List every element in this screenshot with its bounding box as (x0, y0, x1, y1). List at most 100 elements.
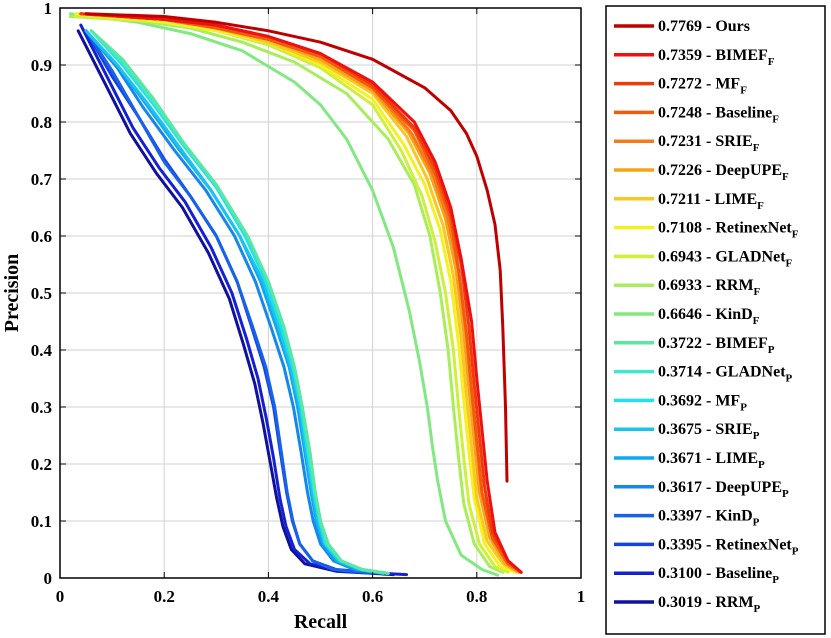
legend-subscript: F (786, 257, 793, 269)
legend-separator: - (702, 18, 715, 35)
legend-method-name: SRIE (715, 421, 752, 438)
legend-entry: 0.6646 - KinDF (658, 306, 760, 327)
y-tick-label: 0.6 (31, 227, 52, 246)
series-line-bimef-p (89, 29, 390, 575)
legend-entry: 0.7211 - LIMEF (658, 191, 764, 212)
legend-subscript: F (740, 85, 747, 97)
legend-score: 0.7108 (658, 220, 702, 237)
series-line-lime-f (79, 12, 520, 574)
legend-separator: - (702, 536, 715, 553)
legend-method-name: KinD (715, 508, 752, 525)
legend-score: 0.6943 (658, 248, 702, 265)
legend-separator: - (702, 479, 715, 496)
y-tick-label: 0.2 (31, 455, 52, 474)
legend-entry: 0.6943 - GLADNetF (658, 248, 793, 269)
legend-entry: 0.3671 - LIMEP (658, 450, 765, 471)
series-line-srie-p (84, 29, 390, 575)
legend-separator: - (702, 565, 715, 582)
legend-entry: 0.7226 - DeepUPEF (658, 162, 789, 183)
series-line-rrm-f (68, 15, 505, 574)
legend-entry: 0.3714 - GLADNetP (658, 364, 793, 385)
x-tick-label: 0.4 (258, 587, 280, 606)
legend-entry: 0.6933 - RRMF (658, 277, 761, 298)
legend-separator: - (702, 392, 715, 409)
legend-separator: - (702, 47, 715, 64)
legend-separator: - (702, 508, 715, 525)
series-line-baseline-p (79, 23, 408, 577)
legend-entry: 0.3722 - BIMEFP (658, 335, 775, 356)
legend-score: 0.3714 (658, 364, 702, 381)
legend-separator: - (702, 104, 715, 121)
legend: 0.7769 - Ours 0.7359 - BIMEF F 0.7272 - MF F… (605, 5, 826, 635)
legend-score: 0.7248 (658, 104, 702, 121)
x-tick-label: 0.8 (466, 587, 487, 606)
legend-score: 0.6933 (658, 277, 702, 294)
legend-method-name: DeepUPE (715, 479, 782, 496)
legend-entry: 0.3100 - BaselineP (658, 565, 779, 586)
legend-score: 0.7272 (658, 76, 702, 93)
legend-subscript: P (792, 545, 799, 557)
legend-subscript: P (753, 430, 760, 442)
y-tick-label: 0.7 (31, 170, 53, 189)
y-tick-label: 0.9 (31, 56, 52, 75)
legend-entry: 0.3692 - MFP (658, 392, 747, 413)
legend-score: 0.3100 (658, 565, 702, 582)
legend-method-name: Baseline (715, 104, 772, 121)
legend-score: 0.3692 (658, 392, 702, 409)
series-line-ours-ours (84, 12, 509, 483)
legend-score: 0.3675 (658, 421, 702, 438)
legend-entry: 0.3617 - DeepUPEP (658, 479, 789, 500)
legend-subscript: F (782, 171, 789, 183)
legend-method-name: KinD (715, 306, 752, 323)
legend-subscript: F (792, 229, 799, 241)
x-tick-label: 1 (577, 587, 586, 606)
legend-method-name: SRIE (715, 133, 752, 150)
legend-entry: 0.3019 - RRMP (658, 594, 761, 615)
legend-subscript: P (768, 344, 775, 356)
legend-score: 0.3395 (658, 536, 702, 553)
legend-score: 0.3019 (658, 594, 702, 611)
legend-subscript: P (786, 373, 793, 385)
legend-score: 0.3722 (658, 335, 702, 352)
legend-method-name: RetinexNet (715, 536, 792, 553)
legend-subscript: F (754, 286, 761, 298)
legend-method-name: RRM (715, 277, 753, 294)
y-tick-label: 0.8 (31, 113, 52, 132)
legend-separator: - (702, 248, 715, 265)
legend-subscript: P (740, 401, 747, 413)
series-line-rrm-p (76, 29, 395, 577)
legend-score: 0.7359 (658, 47, 702, 64)
legend-separator: - (702, 335, 715, 352)
legend-separator: - (702, 594, 715, 611)
legend-separator: - (702, 364, 715, 381)
legend-subscript: F (772, 113, 779, 125)
y-tick-label: 0.5 (31, 284, 52, 303)
legend-method-name: Ours (715, 18, 750, 35)
legend-score: 0.3617 (658, 479, 702, 496)
y-axis-title: Precision (1, 254, 23, 333)
legend-method-name: LIME (714, 191, 757, 208)
legend-method-name: LIME (715, 450, 758, 467)
legend-subscript: F (753, 142, 760, 154)
legend-entry: 0.7769 - Ours (658, 18, 750, 35)
y-tick-label: 0.4 (31, 341, 53, 360)
legend-score: 0.3397 (658, 508, 702, 525)
legend-entry: 0.7108 - RetinexNetF (658, 220, 799, 241)
x-tick-label: 0.6 (362, 587, 383, 606)
series-line-bimef-f (84, 12, 523, 574)
series-line-gladnet-f (74, 15, 510, 574)
legend-entry: 0.3397 - KinDP (658, 508, 760, 529)
axis-ticks: 0 0.2 0.4 0.6 0.8 1 0 0.1 0.2 0.3 0.4 0.5 0.6 0.7 0.8 0… (31, 0, 586, 606)
x-axis-title: Recall (294, 611, 348, 633)
legend-method-name: MF (715, 392, 740, 409)
legend-score: 0.7211 (658, 191, 701, 208)
legend-method-name: BIMEF (715, 335, 768, 352)
legend-score: 0.6646 (658, 306, 702, 323)
legend-entry: 0.7231 - SRIEF (658, 133, 760, 154)
legend-score: 0.3671 (658, 450, 702, 467)
legend-method-name: RetinexNet (715, 220, 792, 237)
series-line-kind-f (68, 12, 500, 577)
legend-score: 0.7226 (658, 162, 702, 179)
